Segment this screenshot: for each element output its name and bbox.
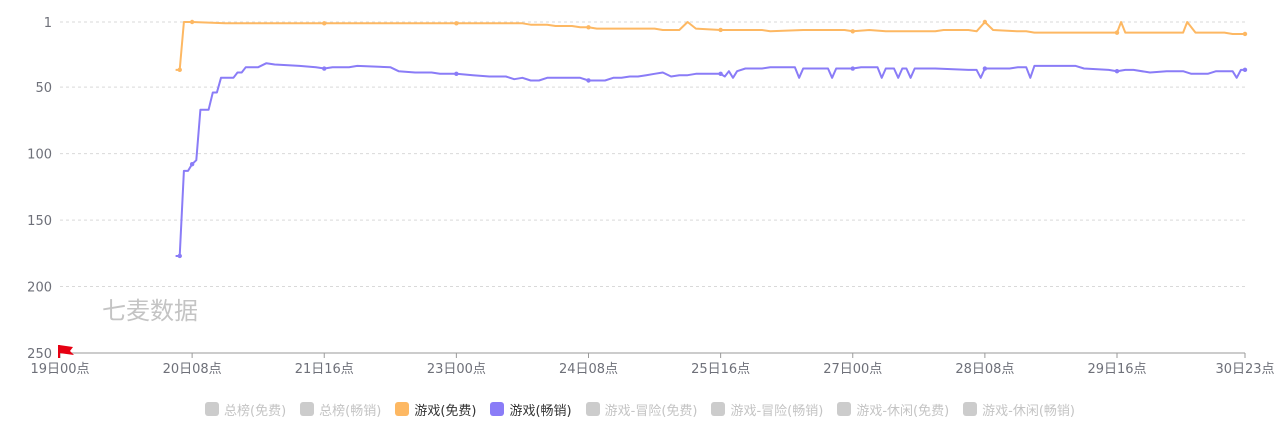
series-point[interactable] xyxy=(586,25,591,30)
legend-swatch xyxy=(837,402,852,416)
series-point[interactable] xyxy=(850,66,855,71)
watermark: 七麦数据 xyxy=(102,297,198,325)
legend-swatch xyxy=(490,402,505,416)
series-point[interactable] xyxy=(718,71,723,77)
series-point[interactable] xyxy=(850,29,855,34)
series-line-0[interactable] xyxy=(175,21,1245,71)
x-tick-label: 25日16点 xyxy=(691,362,750,377)
flag-icon[interactable] xyxy=(58,345,74,358)
series-point[interactable] xyxy=(454,21,459,26)
x-tick-label: 24日08点 xyxy=(559,362,618,377)
series-point[interactable] xyxy=(322,66,327,71)
legend-label: 游戏-冒险(免费) xyxy=(604,403,698,419)
series-point[interactable] xyxy=(718,27,723,33)
legend-item[interactable]: 游戏(畅销) xyxy=(490,400,572,419)
legend-item[interactable]: 游戏-休闲(畅销) xyxy=(963,400,1075,419)
series-line-1[interactable] xyxy=(175,62,1245,257)
legend-item[interactable]: 总榜(畅销) xyxy=(300,400,381,419)
x-axis-ticks: 19日00点 20日08点 21日16点 23日00点 24日08点 25日16点 27日0… xyxy=(30,353,1275,377)
series-point[interactable] xyxy=(982,19,988,25)
series-point[interactable] xyxy=(1114,30,1120,35)
x-tick-label: 30日23点 xyxy=(1215,362,1274,377)
y-tick-label: 100 xyxy=(27,148,52,163)
x-tick-label: 20日08点 xyxy=(163,362,222,377)
series-point[interactable] xyxy=(189,162,195,167)
series-point[interactable] xyxy=(1242,67,1248,73)
series-point[interactable] xyxy=(586,78,591,83)
legend-swatch xyxy=(585,402,600,416)
series-point[interactable] xyxy=(982,66,988,71)
legend-label: 游戏-休闲(免费) xyxy=(856,403,950,419)
legend-label: 游戏(畅销) xyxy=(509,403,572,419)
y-tick-label: 200 xyxy=(27,281,52,296)
legend-item[interactable]: 游戏-休闲(免费) xyxy=(837,400,949,419)
y-tick-label: 250 xyxy=(27,347,52,362)
series-point[interactable] xyxy=(322,21,327,26)
series-point[interactable] xyxy=(177,67,182,73)
legend-item[interactable]: 总榜(免费) xyxy=(205,400,286,419)
y-tick-label: 50 xyxy=(35,81,52,96)
x-tick-label: 23日00点 xyxy=(427,362,486,377)
x-tick-label: 27日00点 xyxy=(823,362,882,377)
legend-swatch xyxy=(205,402,219,416)
legend-item[interactable]: 游戏-冒险(畅销) xyxy=(711,400,823,419)
series-point[interactable] xyxy=(189,19,195,25)
x-tick-label: 29日16点 xyxy=(1087,362,1146,377)
series-point[interactable] xyxy=(177,253,182,259)
series-point[interactable] xyxy=(1242,31,1248,37)
x-tick-label: 19日00点 xyxy=(30,362,89,377)
legend-swatch xyxy=(300,402,315,416)
legend-label: 总榜(免费) xyxy=(224,403,287,419)
legend: 总榜(免费) 总榜(畅销) 游戏(免费) 游戏(畅销) 游戏-冒险(免费) 游戏-冒险(畅… xyxy=(0,398,1280,420)
legend-label: 游戏(免费) xyxy=(414,403,477,419)
legend-item[interactable]: 游戏(免费) xyxy=(395,400,476,419)
legend-swatch xyxy=(963,402,978,416)
legend-item[interactable]: 游戏-冒险(免费) xyxy=(585,400,698,419)
series-point[interactable] xyxy=(1114,68,1120,74)
legend-label: 游戏-休闲(畅销) xyxy=(982,403,1075,419)
grid-lines xyxy=(60,21,1245,288)
y-tick-label: 150 xyxy=(27,214,52,229)
y-tick-label: 1 xyxy=(44,16,52,31)
legend-label: 总榜(畅销) xyxy=(319,403,382,419)
legend-swatch xyxy=(711,402,726,416)
legend-swatch xyxy=(395,402,410,416)
x-tick-label: 21日16点 xyxy=(295,362,354,377)
x-tick-label: 28日08点 xyxy=(955,362,1014,377)
legend-label: 游戏-冒险(畅销) xyxy=(730,403,824,419)
series-lines xyxy=(175,19,1248,259)
series-point[interactable] xyxy=(454,71,459,77)
